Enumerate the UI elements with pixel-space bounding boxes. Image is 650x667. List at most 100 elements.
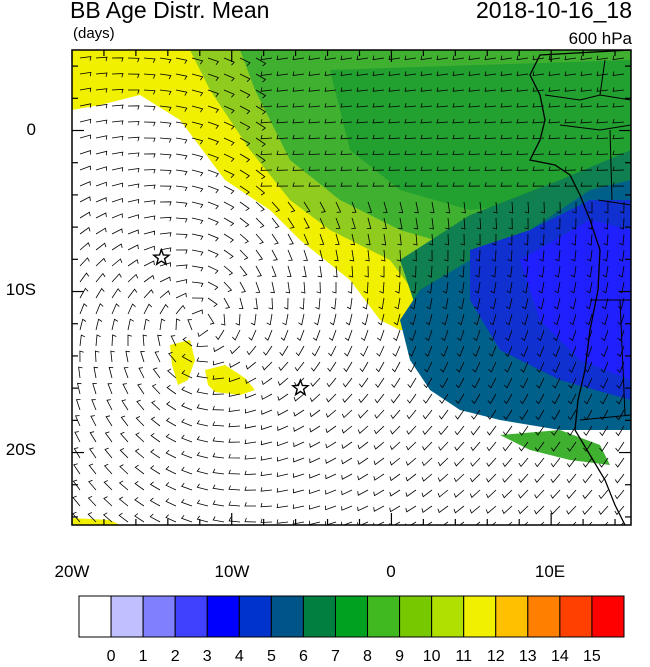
wind-barb <box>175 292 187 299</box>
map-frame <box>71 49 632 526</box>
wind-barb <box>618 249 625 262</box>
wind-barb <box>326 393 337 403</box>
wind-barb <box>580 71 593 76</box>
wind-barb <box>213 345 225 353</box>
wind-barb <box>412 249 417 262</box>
wind-barb <box>614 473 625 484</box>
wind-barb <box>79 287 89 299</box>
wind-barb <box>292 71 305 76</box>
wind-barb <box>501 505 513 515</box>
wind-barb <box>485 505 497 514</box>
wind-barb <box>436 166 449 171</box>
wind-barb <box>617 297 625 310</box>
wind-barb <box>555 217 561 230</box>
wind-barb <box>548 103 561 108</box>
wind-barb <box>425 313 433 326</box>
wind-barb <box>615 457 625 468</box>
wind-barb <box>228 392 241 397</box>
wind-barb <box>159 262 171 267</box>
wind-barb <box>569 297 577 310</box>
wind-barb <box>245 361 257 370</box>
wind-barb <box>442 281 449 294</box>
wind-barb <box>365 249 370 262</box>
wind-barb <box>468 55 481 61</box>
wind-barb <box>363 281 369 294</box>
wind-barb <box>104 447 113 459</box>
wind-barb <box>616 393 625 405</box>
wind-barb <box>107 383 113 395</box>
wind-barb <box>88 463 97 475</box>
wind-barb <box>599 441 609 452</box>
wind-barb <box>167 368 177 379</box>
wind-barb <box>244 455 257 460</box>
wind-barb <box>313 313 321 326</box>
wind-barb <box>551 409 561 421</box>
colorbar-swatch <box>495 595 529 638</box>
axis-ticks <box>71 50 631 525</box>
wind-barb <box>175 121 188 128</box>
wind-barb <box>277 409 289 416</box>
wind-barb <box>570 265 577 278</box>
wind-barb <box>596 55 609 61</box>
wind-barb <box>580 182 593 187</box>
wind-barb <box>469 505 481 514</box>
colorbar-swatch <box>78 595 112 638</box>
wind-barb <box>580 87 593 92</box>
wind-barb <box>470 473 481 483</box>
wind-barb <box>413 217 419 230</box>
wind-barb <box>271 265 277 277</box>
wind-barb <box>555 249 561 262</box>
wind-barb <box>436 87 449 92</box>
wind-barb <box>128 89 140 94</box>
wind-barb <box>72 479 81 491</box>
wind-barb <box>335 201 342 213</box>
wind-barb <box>293 425 305 432</box>
wind-barb <box>175 89 188 96</box>
wind-barb <box>420 166 433 171</box>
wind-barb <box>244 424 257 429</box>
wind-barb <box>356 71 369 76</box>
wind-barb <box>406 425 417 435</box>
wind-barb <box>459 265 465 278</box>
wind-barb <box>143 318 150 331</box>
wind-barb <box>484 134 497 140</box>
wind-barb <box>104 431 113 443</box>
wind-barb <box>180 514 193 523</box>
wind-barb <box>159 121 172 127</box>
wind-barb <box>127 136 140 142</box>
wind-barb <box>143 289 154 299</box>
colorbar-tick-label: 10 <box>422 648 441 665</box>
wind-barb <box>325 457 337 464</box>
wind-barb <box>472 345 481 357</box>
wind-barb <box>505 313 513 326</box>
wind-barb <box>582 473 593 484</box>
wind-barb <box>143 274 155 283</box>
wind-barb <box>165 514 177 523</box>
wind-barb <box>159 201 172 206</box>
wind-barb <box>118 480 129 491</box>
wind-barb <box>460 233 465 246</box>
wind-barb <box>328 345 337 357</box>
wind-barb <box>500 87 513 92</box>
wind-barb <box>372 87 385 92</box>
wind-barb <box>554 281 561 294</box>
wind-barb <box>438 457 449 467</box>
wind-barb <box>374 393 385 404</box>
wind-barb <box>600 361 609 373</box>
wind-barb <box>309 393 321 403</box>
wind-barb <box>207 313 215 325</box>
wind-barb <box>441 313 449 326</box>
wind-barb <box>341 425 353 434</box>
wind-barb <box>361 313 369 326</box>
wind-barb <box>552 377 561 389</box>
wind-barb <box>454 457 465 467</box>
wind-barb <box>212 452 225 459</box>
wind-barb <box>564 182 577 187</box>
wind-barb <box>223 217 235 227</box>
wind-barb <box>296 329 305 341</box>
wind-barb <box>207 153 219 162</box>
wind-barb <box>488 361 497 373</box>
wind-barb <box>487 377 497 389</box>
wind-barb <box>550 489 561 499</box>
wind-barb <box>500 55 513 61</box>
